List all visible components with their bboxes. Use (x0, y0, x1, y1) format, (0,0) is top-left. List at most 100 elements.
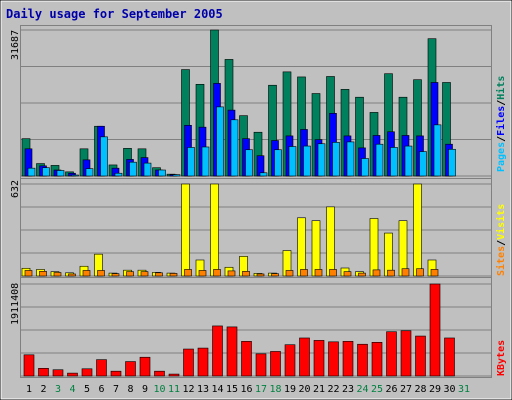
bar-sites-day-28 (416, 268, 424, 277)
bar-sites-day-4 (68, 273, 76, 277)
bar-sites-day-9 (140, 271, 149, 277)
x-tick-day-17: 17 (255, 384, 267, 395)
bar-sites-day-24 (358, 272, 366, 277)
bar-sites-day-22 (329, 269, 337, 277)
bar-kbytes-day-22 (328, 341, 339, 377)
bar-pages-day-26 (390, 147, 398, 177)
bar-kbytes-day-25 (371, 342, 383, 377)
bar-kbytes-day-14 (212, 325, 223, 377)
bar-visits-day-20 (297, 217, 306, 277)
bar-visits-day-28 (413, 183, 422, 277)
bar-kbytes-day-1 (23, 354, 35, 377)
bar-visits-day-22 (326, 206, 335, 277)
bar-kbytes-day-15 (226, 326, 238, 377)
visits-panel-ymax-label: 632 (10, 180, 21, 198)
bar-pages-day-27 (404, 145, 413, 177)
x-tick-day-29: 29 (429, 384, 441, 395)
bar-kbytes-day-3 (52, 369, 64, 377)
bar-kbytes-day-12 (183, 348, 194, 377)
bar-kbytes-day-16 (241, 341, 252, 377)
bar-pages-day-28 (419, 151, 427, 177)
x-tick-day-16: 16 (240, 384, 252, 395)
bar-pages-day-15 (230, 119, 239, 177)
bar-kbytes-day-30 (444, 337, 455, 377)
bar-kbytes-day-28 (415, 335, 426, 377)
bar-pages-day-2 (42, 167, 50, 177)
bar-pages-day-6 (100, 136, 108, 177)
bar-pages-day-21 (317, 143, 326, 177)
bar-kbytes-day-23 (342, 341, 354, 377)
bar-sites-day-29 (430, 269, 439, 277)
x-tick-day-8: 8 (127, 384, 133, 395)
bar-kbytes-day-26 (386, 331, 397, 377)
x-tick-day-27: 27 (400, 384, 412, 395)
bar-sites-day-1 (24, 270, 33, 277)
bars (21, 29, 456, 377)
bar-kbytes-day-21 (313, 340, 325, 377)
x-tick-day-1: 1 (26, 384, 32, 395)
chart-title: Daily usage for September 2005 (6, 7, 223, 21)
bar-sites-day-14 (213, 269, 221, 277)
x-tick-day-2: 2 (40, 384, 46, 395)
bar-sites-day-6 (97, 270, 105, 277)
bar-pages-day-5 (85, 168, 94, 177)
bar-pages-day-14 (216, 106, 224, 177)
x-tick-day-12: 12 (182, 384, 194, 395)
bar-kbytes-day-2 (38, 367, 49, 377)
bar-sites-day-25 (372, 269, 381, 277)
x-tick-day-11: 11 (168, 384, 180, 395)
bar-sites-day-27 (401, 268, 410, 277)
hits-panel-ymax-label: 31687 (10, 30, 21, 60)
x-tick-day-31: 31 (458, 384, 470, 395)
bar-kbytes-day-13 (197, 347, 209, 377)
x-tick-day-4: 4 (69, 384, 75, 395)
bar-kbytes-day-17 (255, 353, 267, 377)
x-tick-day-18: 18 (269, 384, 281, 395)
bar-sites-day-16 (242, 271, 250, 277)
bar-sites-day-20 (300, 269, 308, 277)
x-tick-day-10: 10 (153, 384, 165, 395)
bar-sites-day-21 (314, 269, 323, 277)
x-tick-day-26: 26 (385, 384, 397, 395)
bar-pages-day-8 (129, 161, 137, 177)
x-tick-day-14: 14 (211, 384, 223, 395)
x-tick-day-7: 7 (113, 384, 119, 395)
x-tick-day-15: 15 (226, 384, 238, 395)
bar-pages-day-11 (172, 174, 181, 177)
bar-kbytes-day-6 (96, 359, 107, 377)
bar-kbytes-day-11 (168, 373, 180, 377)
legend-separator: / (496, 100, 507, 106)
legend-separator: / (496, 240, 507, 246)
x-tick-day-23: 23 (342, 384, 354, 395)
x-tick-day-13: 13 (197, 384, 209, 395)
kbytes-panel-ymax-label: 1911408 (10, 283, 21, 325)
bar-sites-day-18 (271, 273, 279, 277)
bar-sites-day-26 (387, 269, 395, 277)
bar-pages-day-12 (187, 147, 195, 177)
legend-pages: Pages (496, 142, 507, 172)
bar-visits-day-21 (311, 220, 321, 277)
bar-kbytes-day-4 (67, 372, 78, 377)
bar-pages-day-20 (303, 145, 311, 177)
bar-sites-day-10 (155, 272, 163, 277)
bar-kbytes-day-18 (270, 351, 281, 377)
kbytes-panel-legend: KBytes (496, 340, 507, 376)
bar-kbytes-day-27 (400, 330, 412, 377)
bar-sites-day-3 (53, 272, 62, 277)
hits-panel-legend: Pages/Files/Hits (495, 76, 507, 172)
bar-sites-day-8 (126, 271, 134, 277)
bar-pages-day-17 (259, 172, 268, 177)
x-tick-day-3: 3 (55, 384, 61, 395)
x-tick-day-28: 28 (414, 384, 426, 395)
bar-kbytes-day-24 (357, 343, 368, 377)
bar-sites-day-12 (184, 269, 192, 277)
x-tick-day-19: 19 (284, 384, 296, 395)
bar-sites-day-17 (256, 273, 265, 277)
bar-kbytes-day-5 (81, 368, 93, 377)
bar-sites-day-19 (285, 270, 294, 277)
bar-visits-day-14 (210, 183, 219, 277)
bar-kbytes-day-7 (110, 370, 122, 377)
bar-pages-day-29 (433, 124, 442, 177)
